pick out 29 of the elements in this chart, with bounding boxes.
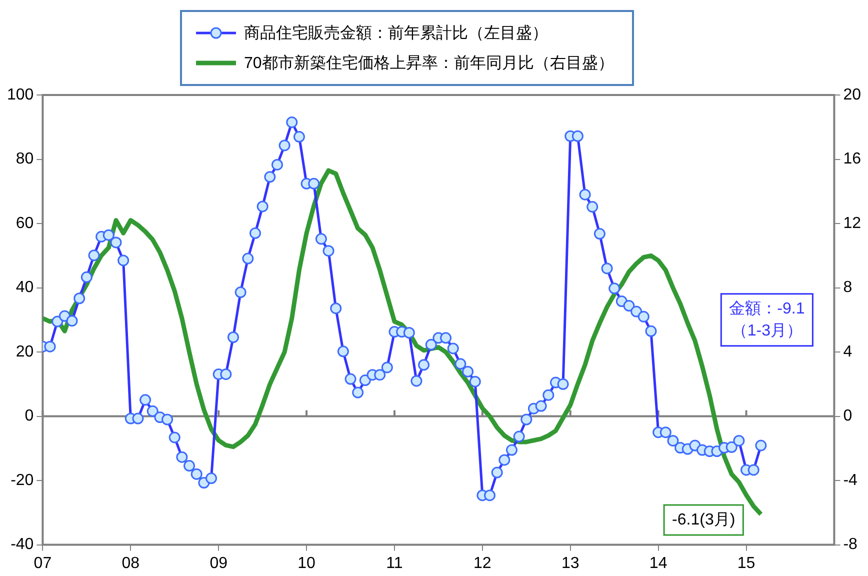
y2-tick-label: 0 [843, 408, 852, 425]
y-tick-label: 80 [16, 150, 34, 168]
x-tick-label: 14 [649, 554, 668, 572]
y-tick-label: 40 [16, 279, 34, 296]
y-tick-label: -20 [10, 472, 34, 489]
y2-tick-label: 4 [843, 343, 852, 360]
x-tick-label: 10 [298, 554, 316, 572]
legend-label: 70都市新築住宅価格上昇率：前年同月比（右目盛） [244, 54, 614, 74]
x-tick-label: 13 [561, 554, 580, 572]
y-tick-label: -40 [10, 536, 34, 554]
y2-tick-label: 16 [843, 150, 862, 168]
x-tick-label: 15 [737, 554, 756, 572]
annotation: 金額：-9.1 （1-3月） [729, 299, 805, 340]
y2-tick-label: 20 [843, 86, 862, 104]
y-tick-label: 20 [16, 343, 34, 360]
y2-tick-label: -4 [843, 472, 858, 489]
y2-tick-label: 12 [843, 214, 862, 232]
x-tick-label: 12 [474, 554, 492, 572]
y2-tick-label: -8 [843, 536, 858, 554]
y2-tick-label: 8 [843, 279, 852, 296]
x-tick-label: 11 [386, 554, 403, 572]
y-tick-label: 0 [24, 408, 34, 425]
y-tick-label: 60 [16, 214, 34, 232]
x-tick-label: 08 [122, 554, 140, 572]
annotation: -6.1(3月) [672, 511, 736, 528]
x-tick-label: 09 [210, 554, 228, 572]
legend-label: 商品住宅販売金額：前年累計比（左目盛） [244, 24, 548, 44]
y-tick-label: 100 [6, 86, 34, 104]
x-tick-label: 07 [34, 554, 52, 572]
